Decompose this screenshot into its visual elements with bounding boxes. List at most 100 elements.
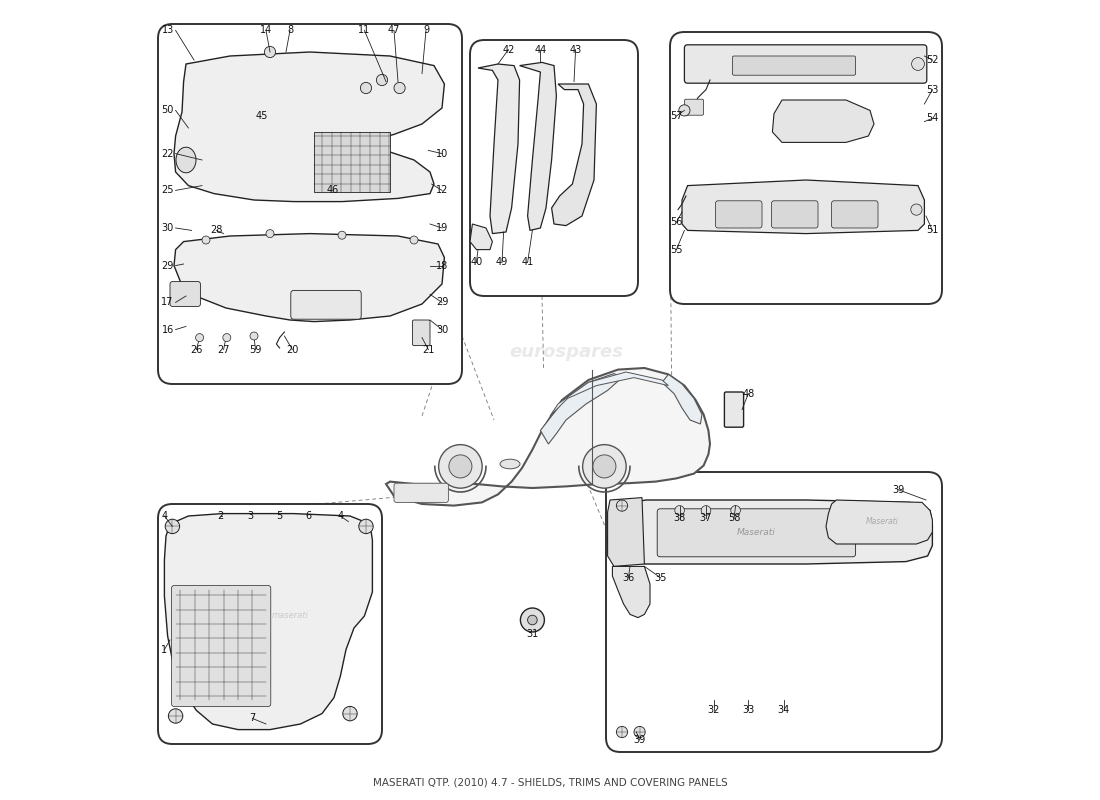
Text: 17: 17 <box>162 298 174 307</box>
Text: 38: 38 <box>673 514 685 523</box>
Polygon shape <box>550 372 669 416</box>
Text: 39: 39 <box>892 485 904 494</box>
Circle shape <box>196 334 204 342</box>
Polygon shape <box>164 514 373 730</box>
FancyBboxPatch shape <box>170 282 200 306</box>
Text: 12: 12 <box>436 186 448 195</box>
Text: 55: 55 <box>670 245 683 254</box>
Text: eurospares: eurospares <box>509 343 623 361</box>
Ellipse shape <box>500 459 520 469</box>
Text: 13: 13 <box>162 26 174 35</box>
FancyBboxPatch shape <box>158 24 462 384</box>
Text: 40: 40 <box>471 258 483 267</box>
Text: 26: 26 <box>190 345 202 354</box>
Polygon shape <box>519 62 557 230</box>
Circle shape <box>679 105 690 116</box>
FancyBboxPatch shape <box>670 32 942 304</box>
Text: 36: 36 <box>623 573 635 582</box>
Circle shape <box>593 455 616 478</box>
Text: 2: 2 <box>218 511 223 521</box>
Text: maserati: maserati <box>272 611 308 621</box>
Text: 31: 31 <box>526 629 539 638</box>
Polygon shape <box>613 566 650 618</box>
Text: 10: 10 <box>436 149 448 158</box>
Polygon shape <box>682 180 924 234</box>
Text: 5: 5 <box>276 511 283 521</box>
Text: 9: 9 <box>422 26 429 35</box>
FancyBboxPatch shape <box>684 99 704 115</box>
Circle shape <box>394 82 405 94</box>
Text: 44: 44 <box>535 45 547 54</box>
Circle shape <box>165 519 179 534</box>
FancyBboxPatch shape <box>771 201 818 228</box>
Text: 50: 50 <box>162 106 174 115</box>
Text: 57: 57 <box>670 111 683 121</box>
FancyBboxPatch shape <box>733 56 856 75</box>
Polygon shape <box>386 368 710 506</box>
Polygon shape <box>540 374 622 444</box>
Polygon shape <box>470 224 493 250</box>
Text: 11: 11 <box>359 26 371 35</box>
Text: 49: 49 <box>496 258 508 267</box>
Text: 54: 54 <box>926 114 938 123</box>
Text: 18: 18 <box>436 261 448 270</box>
Text: 14: 14 <box>260 26 272 35</box>
Text: 1: 1 <box>162 645 167 654</box>
Circle shape <box>343 706 358 721</box>
Text: 51: 51 <box>926 226 938 235</box>
Circle shape <box>359 519 373 534</box>
Text: 8: 8 <box>287 26 293 35</box>
Circle shape <box>583 445 626 488</box>
Circle shape <box>266 230 274 238</box>
Text: 59: 59 <box>250 345 262 354</box>
Ellipse shape <box>176 147 196 173</box>
Circle shape <box>250 332 258 340</box>
Text: 41: 41 <box>521 258 534 267</box>
Circle shape <box>439 445 482 488</box>
Text: 27: 27 <box>218 345 230 354</box>
FancyBboxPatch shape <box>290 290 361 319</box>
Circle shape <box>616 500 628 511</box>
Text: 30: 30 <box>436 325 448 334</box>
Text: Maserati: Maserati <box>737 528 775 538</box>
Circle shape <box>616 726 628 738</box>
FancyBboxPatch shape <box>606 472 942 752</box>
Polygon shape <box>662 374 702 424</box>
FancyBboxPatch shape <box>470 40 638 296</box>
Polygon shape <box>607 500 933 564</box>
Text: 16: 16 <box>162 325 174 334</box>
Circle shape <box>361 82 372 94</box>
Bar <box>314 132 390 192</box>
Circle shape <box>410 236 418 244</box>
FancyBboxPatch shape <box>172 586 271 706</box>
Text: 37: 37 <box>700 514 712 523</box>
Circle shape <box>202 236 210 244</box>
Circle shape <box>223 334 231 342</box>
Circle shape <box>376 74 387 86</box>
Text: 35: 35 <box>654 573 667 582</box>
Circle shape <box>701 506 711 515</box>
Text: 7: 7 <box>250 714 255 723</box>
FancyBboxPatch shape <box>725 392 744 427</box>
Text: 29: 29 <box>162 261 174 270</box>
Text: 32: 32 <box>707 706 721 715</box>
Text: 4: 4 <box>162 511 167 521</box>
Text: 6: 6 <box>306 511 311 521</box>
Text: eurospares: eurospares <box>669 563 783 581</box>
FancyBboxPatch shape <box>657 509 856 557</box>
Circle shape <box>730 506 740 515</box>
Text: 25: 25 <box>162 186 174 195</box>
FancyBboxPatch shape <box>394 483 449 502</box>
Polygon shape <box>826 500 933 544</box>
Polygon shape <box>174 234 444 322</box>
Text: 4: 4 <box>338 511 343 521</box>
Text: 58: 58 <box>728 514 740 523</box>
Text: 19: 19 <box>436 223 448 233</box>
Circle shape <box>528 615 537 625</box>
Polygon shape <box>551 84 596 226</box>
Circle shape <box>520 608 544 632</box>
Circle shape <box>674 506 684 515</box>
Polygon shape <box>607 498 645 566</box>
Text: 21: 21 <box>422 345 435 354</box>
Text: eurospares: eurospares <box>245 199 359 217</box>
